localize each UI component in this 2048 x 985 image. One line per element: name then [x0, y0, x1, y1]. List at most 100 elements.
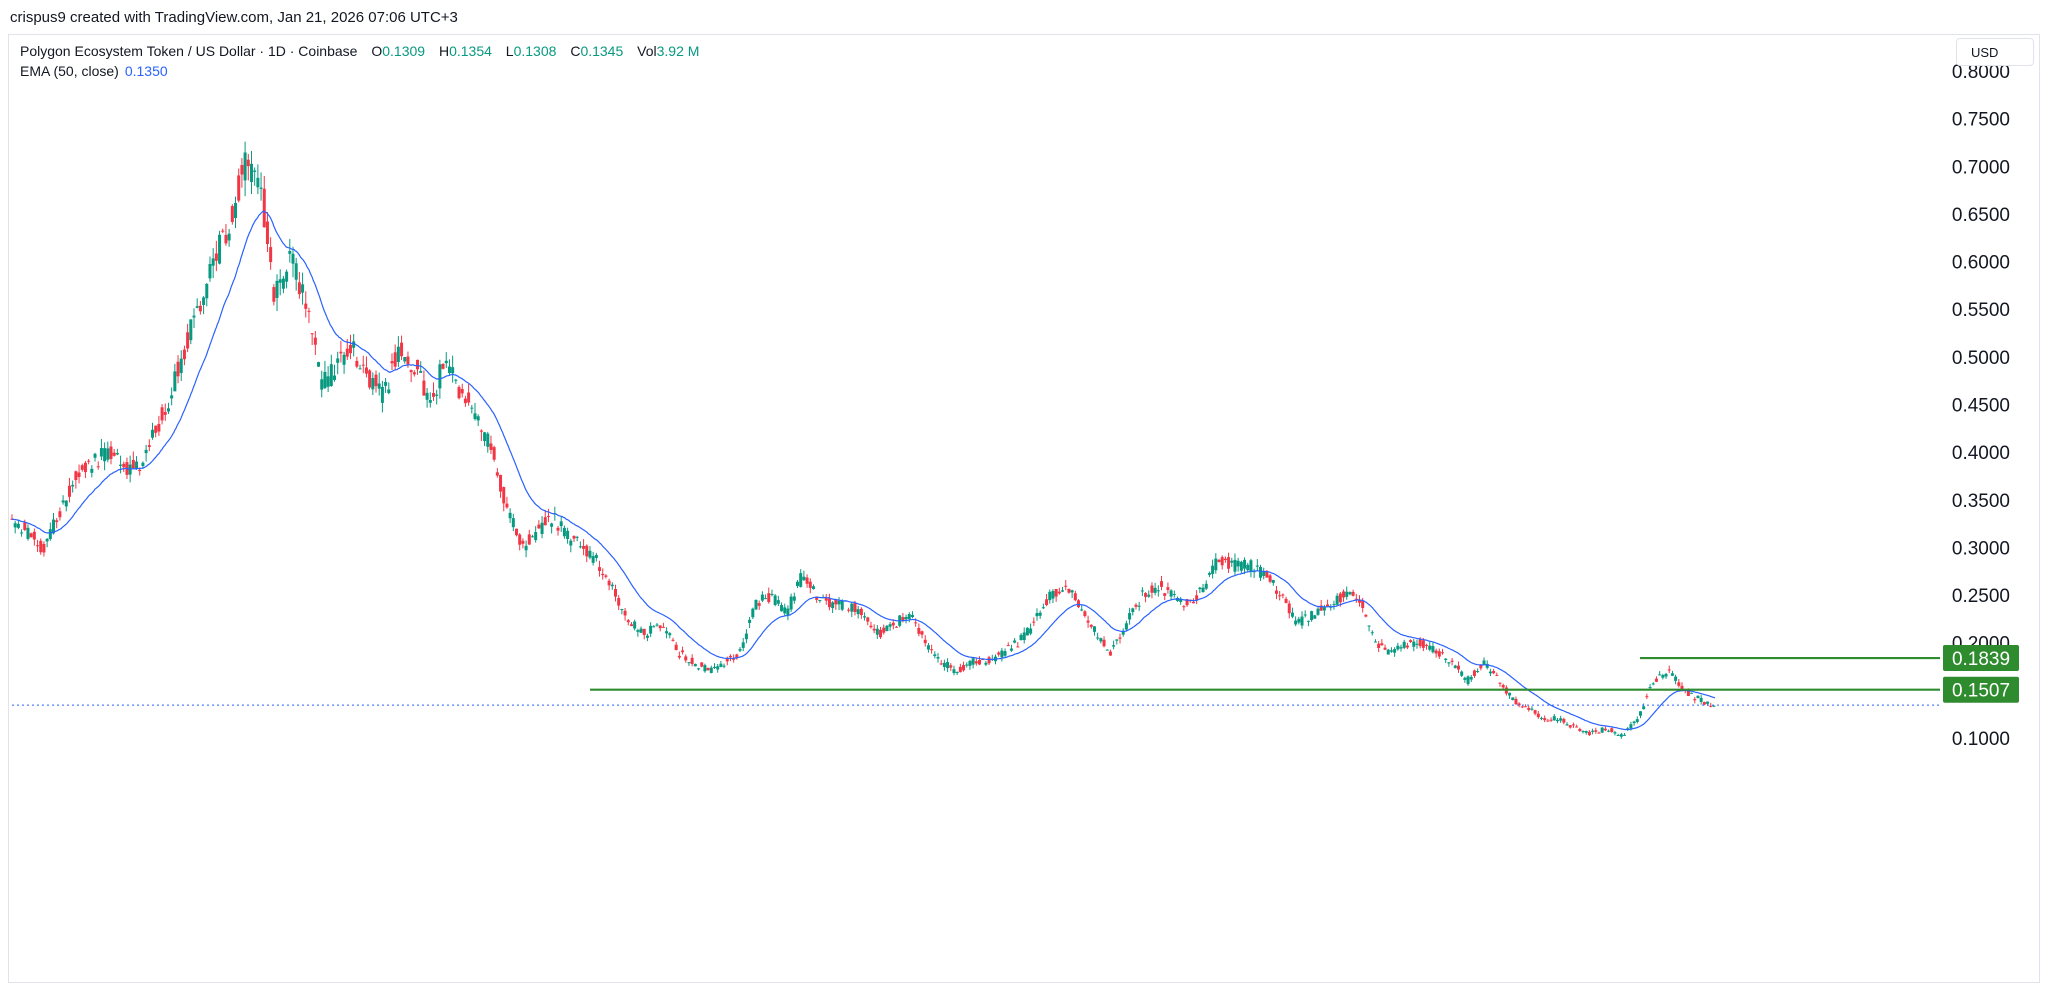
candle-body [559, 521, 563, 527]
candle-body [1699, 697, 1703, 702]
candle-body [198, 305, 202, 312]
candle-body [1313, 615, 1317, 619]
candle-body [907, 614, 911, 619]
candle-body [1207, 573, 1211, 575]
candle-body [64, 500, 68, 507]
candle-body [767, 593, 771, 603]
candle-body [390, 361, 394, 364]
candle-body [1469, 676, 1473, 680]
candle-body [1702, 701, 1706, 705]
candle-body [87, 460, 91, 462]
candle-body [492, 447, 496, 460]
candle-body [1051, 591, 1055, 599]
candle-body [815, 596, 819, 600]
candle-body [83, 462, 87, 473]
candle-body [234, 202, 238, 219]
candle-body [1233, 559, 1237, 572]
candle-body [1680, 685, 1684, 692]
candle-body [850, 603, 854, 612]
candle-body [1460, 671, 1464, 676]
candle-body [1552, 716, 1556, 721]
candle-body [1479, 664, 1483, 669]
candle-body [1555, 719, 1559, 722]
candle-body [569, 540, 573, 546]
candle-body [326, 376, 330, 387]
candle-body [546, 515, 550, 517]
candle-body [1658, 674, 1662, 676]
candle-body [278, 279, 282, 283]
candle-body [1472, 670, 1476, 676]
candle-body [416, 359, 420, 370]
candle-body [1086, 620, 1090, 623]
candle-body [345, 348, 349, 357]
candle-body [1303, 614, 1307, 616]
candle-body [1006, 645, 1010, 647]
candle-body [811, 586, 815, 590]
candle-body [556, 527, 560, 531]
candle-body [505, 503, 509, 508]
candle-body [677, 655, 681, 658]
candle-body [971, 658, 975, 665]
candle-body [1562, 718, 1566, 723]
candle-body [186, 332, 190, 349]
candle-body [1361, 600, 1365, 608]
candle-body [409, 370, 413, 373]
candle-body [1600, 727, 1604, 733]
candle-body [135, 461, 139, 469]
candle-body [540, 522, 544, 534]
candle-body [189, 319, 193, 341]
candle-body [1635, 719, 1639, 722]
candle-body [387, 389, 391, 394]
candle-body [1709, 705, 1713, 707]
candle-body [674, 644, 678, 650]
candle-body [1191, 601, 1195, 604]
candle-body [1396, 645, 1400, 650]
ema-legend-row[interactable]: EMA (50, close) 0.1350 [20, 61, 699, 81]
symbol-title[interactable]: Polygon Ecosystem Token / US Dollar · 1D… [20, 43, 358, 59]
candle-body [1022, 632, 1026, 641]
candle-body [1185, 599, 1189, 606]
y-tick-label: 0.8000 [1952, 62, 2010, 83]
candle-body [930, 649, 934, 651]
candle-body [1498, 682, 1502, 684]
candle-body [160, 407, 164, 421]
close-label: C [570, 43, 581, 59]
candle-body [119, 464, 123, 466]
candle-body [511, 518, 515, 528]
candle-body [1607, 730, 1611, 732]
candle-body [1147, 594, 1151, 597]
candle-body [61, 500, 65, 503]
candle-body [1677, 682, 1681, 686]
currency-button[interactable]: USD [1956, 38, 2034, 66]
candle-body [1412, 641, 1416, 647]
candle-body [1345, 591, 1349, 597]
candle-body [1009, 648, 1013, 651]
candle-body [952, 669, 956, 673]
candle-body [173, 371, 177, 392]
candle-body [1326, 604, 1330, 607]
candle-body [224, 235, 228, 244]
candle-body [882, 627, 886, 633]
candle-body [1338, 593, 1342, 603]
candle-body [780, 605, 784, 612]
candle-body [1559, 718, 1563, 721]
candle-body [792, 596, 796, 601]
candle-body [1306, 620, 1310, 622]
candle-body [237, 175, 241, 201]
candle-body [853, 602, 857, 612]
candle-body [246, 159, 250, 167]
candle-body [1380, 643, 1384, 646]
candle-body [687, 662, 691, 664]
chart-area[interactable]: 0.8000 0.7500 0.7000 0.6500 0.6000 0.5500 0.50… [0, 34, 2048, 985]
candle-body [1077, 600, 1081, 608]
candle-body [1201, 587, 1205, 593]
candle-body [1456, 665, 1460, 670]
candle-body [649, 625, 653, 634]
candle-body [671, 639, 675, 641]
candle-body [1342, 591, 1346, 598]
price-chart[interactable]: 0.8000 0.7500 0.7000 0.6500 0.6000 0.5500 0.50… [0, 34, 2048, 985]
candle-body [917, 627, 921, 634]
candle-body [1003, 651, 1007, 656]
candle-body [115, 453, 119, 455]
candle-body [361, 364, 365, 366]
